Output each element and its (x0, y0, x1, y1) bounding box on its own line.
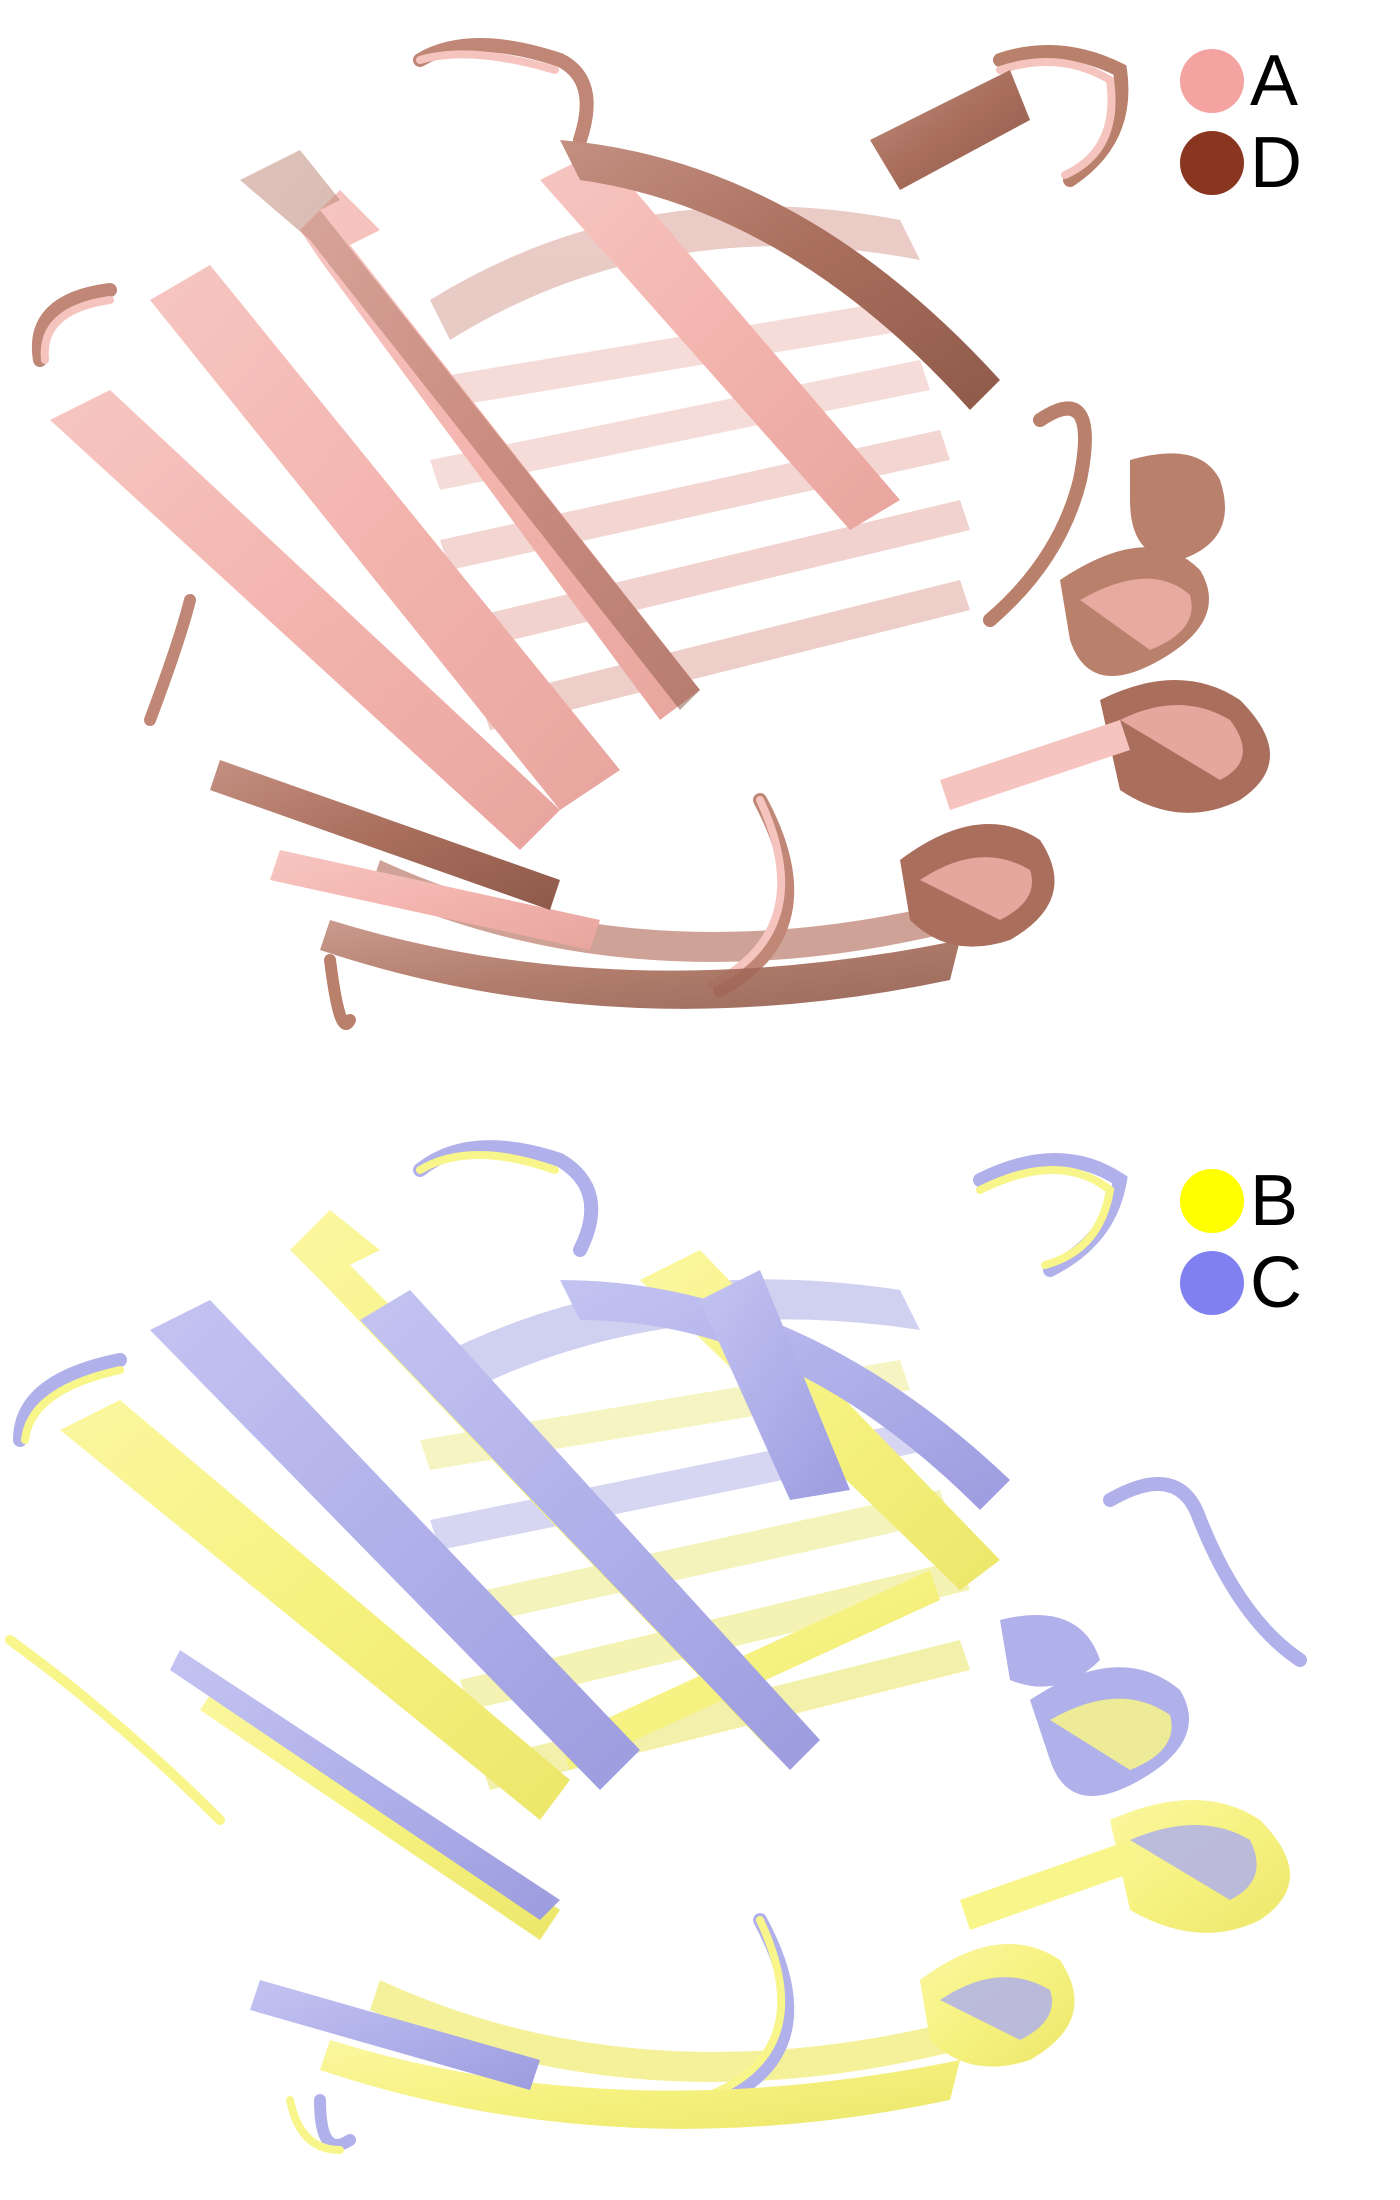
beta-strands-chain-d (210, 70, 1030, 1009)
structure-panel-a-d: A D (31, 38, 1360, 1030)
helix-region (920, 1615, 1290, 2067)
structure-panel-b-c: B C (0, 1100, 1400, 2200)
legend-b-c: B C (1180, 1160, 1360, 1324)
legend-label-c: C (1250, 1243, 1302, 1323)
legend-dot-b (1180, 1169, 1244, 1233)
protein-ribbon-a-d (31, 38, 1270, 1030)
loops (5, 1140, 1307, 2154)
legend-label-d: D (1250, 123, 1302, 203)
legend-dot-d (1180, 131, 1244, 195)
legend-entry-a: A (1180, 40, 1360, 122)
helix-region (900, 453, 1270, 947)
legend-entry-b: B (1180, 1160, 1360, 1242)
legend-label-a: A (1250, 41, 1299, 121)
protein-ribbon-b-c (5, 1140, 1307, 2154)
legend-entry-c: C (1180, 1242, 1360, 1324)
legend-entry-d: D (1180, 122, 1360, 204)
legend-label-b: B (1250, 1161, 1299, 1241)
legend-dot-c (1180, 1251, 1244, 1315)
beta-strands-chain-c (150, 1270, 1010, 2090)
legend-a-d: A D (1180, 40, 1360, 204)
legend-dot-a (1180, 49, 1244, 113)
